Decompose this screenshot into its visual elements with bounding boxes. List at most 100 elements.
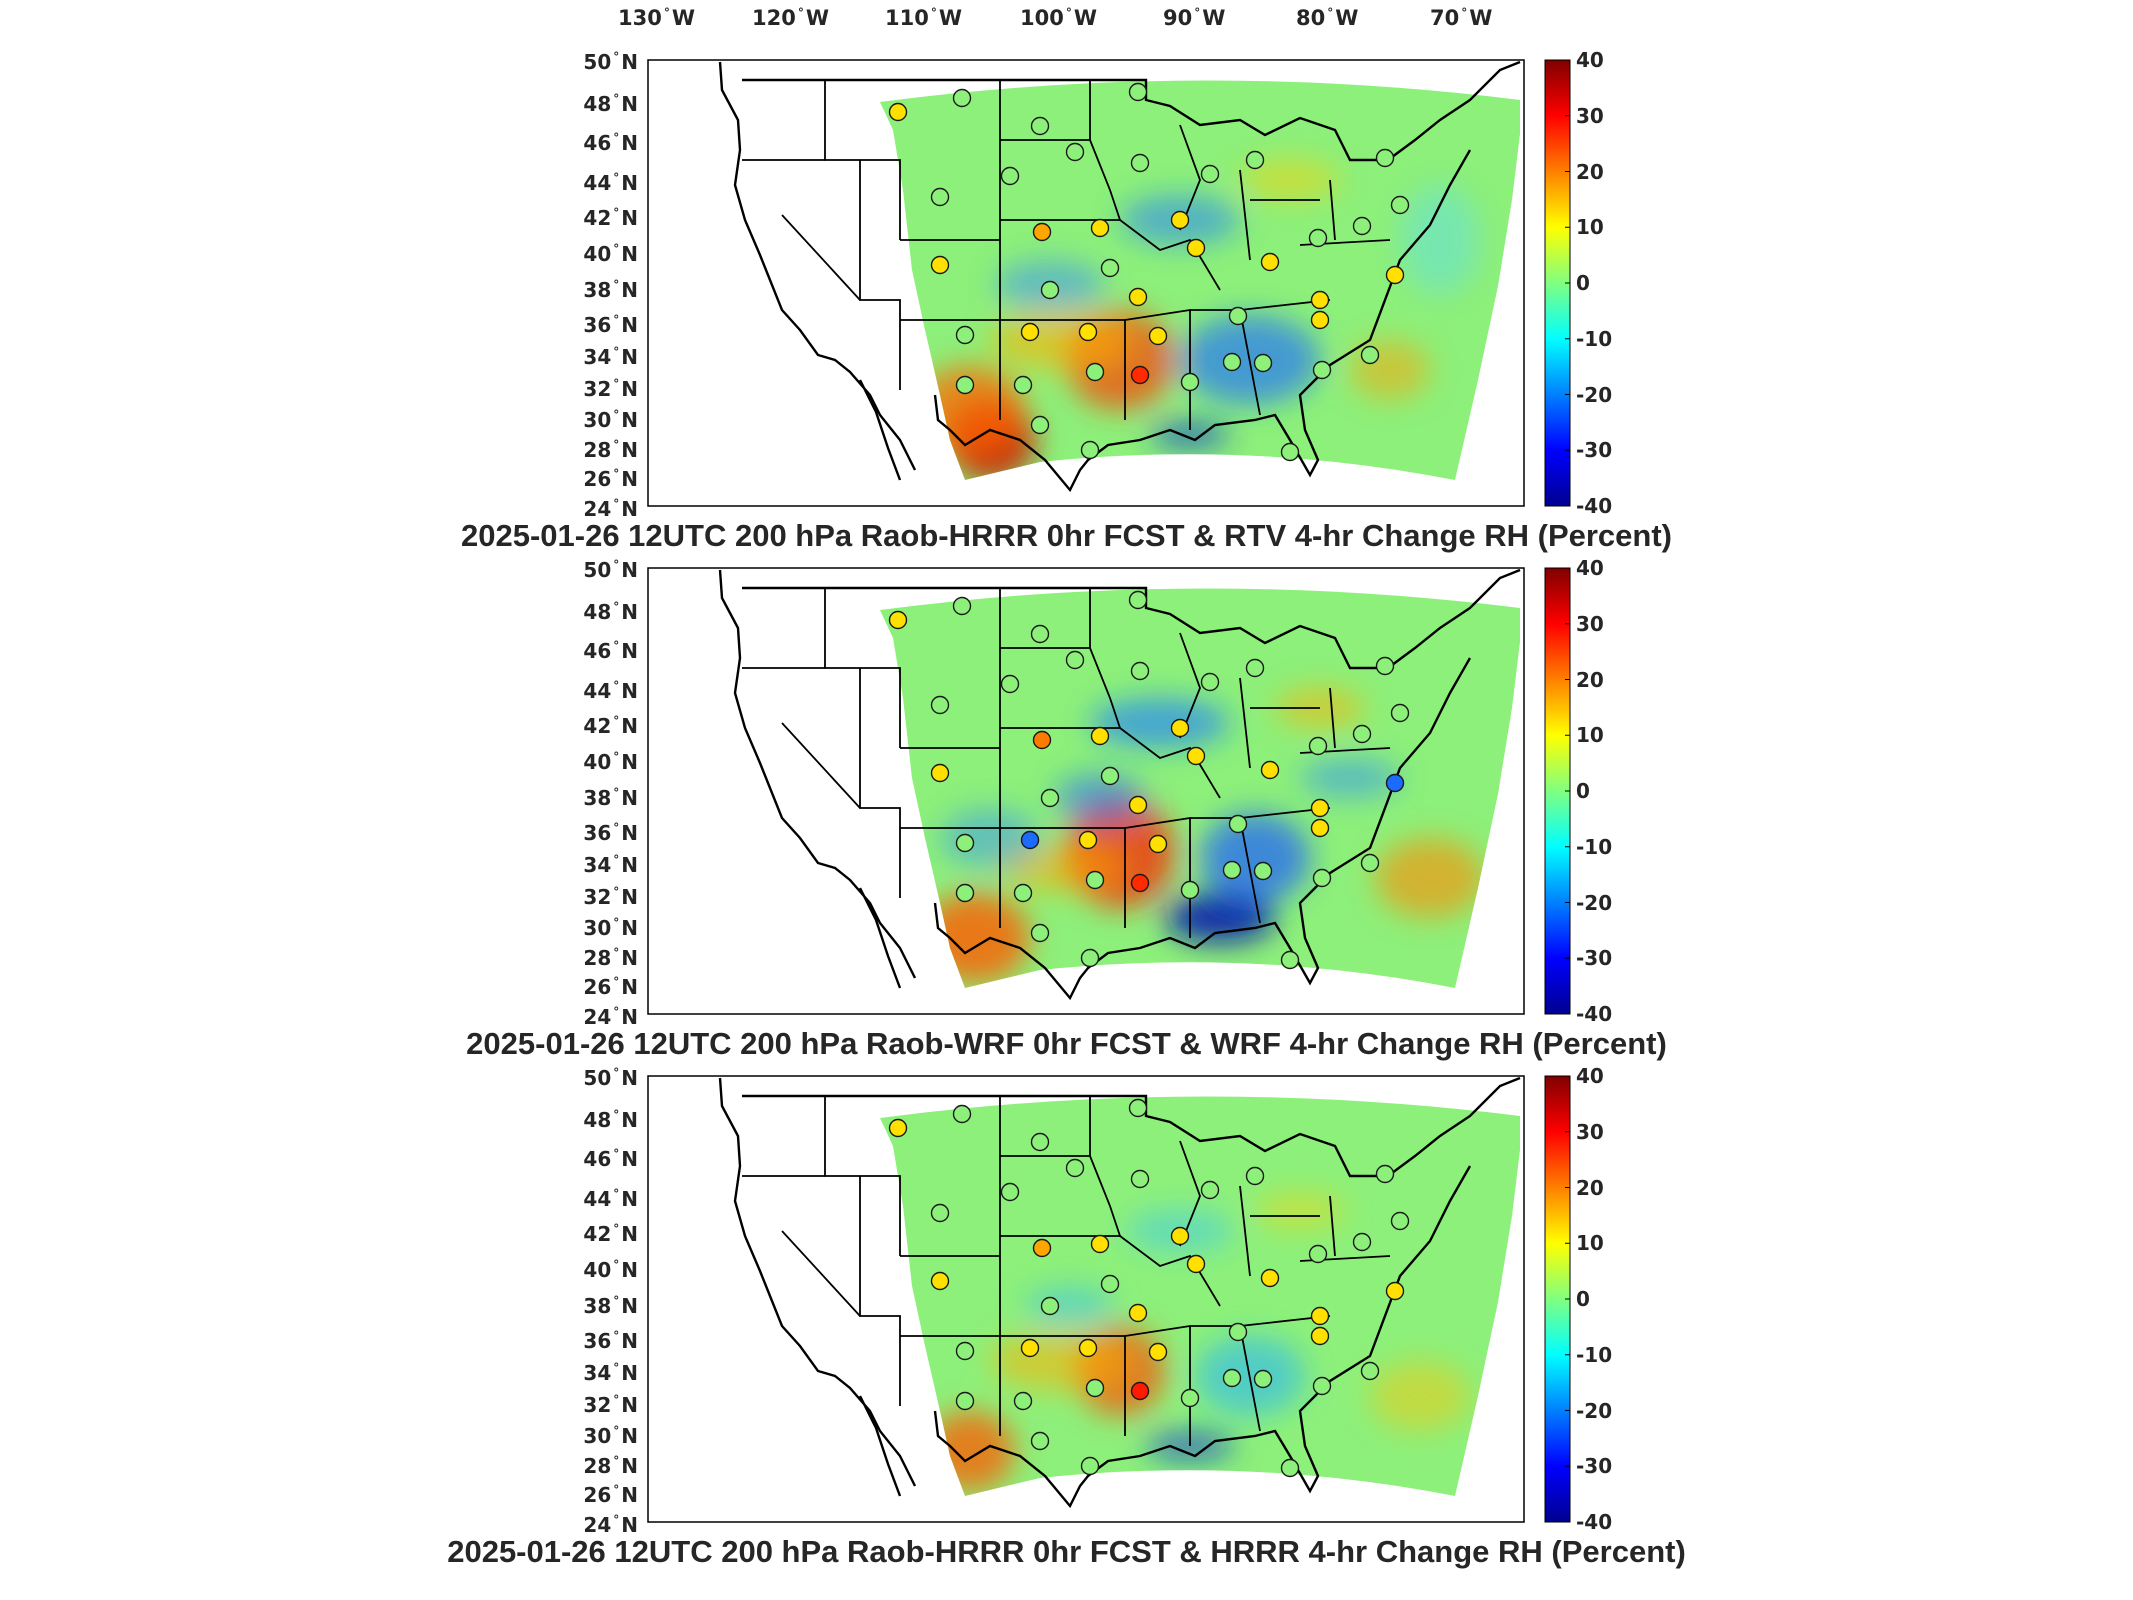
raob-station-marker — [1065, 1158, 1085, 1178]
west-coastline — [718, 569, 917, 989]
colorbar-tick-label: -40 — [1576, 1002, 1613, 1026]
lat-label: 34 ° N — [583, 1361, 638, 1385]
raob-station-marker — [1032, 222, 1052, 242]
raob-station-marker — [1080, 440, 1100, 460]
raob-station-marker — [1280, 442, 1300, 462]
raob-station-marker — [1312, 360, 1332, 380]
raob-station-marker — [1228, 814, 1248, 834]
lat-label: 42 ° N — [583, 1222, 638, 1246]
raob-station-marker — [955, 375, 975, 395]
anomaly-region — [1090, 698, 1230, 748]
state-border — [781, 214, 861, 301]
raob-station-marker — [1080, 1456, 1100, 1476]
raob-station-marker — [1260, 760, 1280, 780]
anomaly-region — [940, 808, 1040, 868]
state-border — [1119, 219, 1221, 291]
raob-station-marker — [1030, 415, 1050, 435]
raob-station-marker — [1310, 1326, 1330, 1346]
colorbar-tick-label: 20 — [1576, 1175, 1604, 1200]
colorbar-tick-label: -20 — [1576, 890, 1613, 915]
state-border — [781, 1230, 861, 1317]
lat-label: 42 ° N — [583, 714, 638, 738]
raob-station-marker — [1200, 1180, 1220, 1200]
raob-station-marker — [1222, 352, 1242, 372]
raob-station-marker — [1148, 326, 1168, 346]
raob-station-marker — [1078, 322, 1098, 342]
colorbar-tick-label: -40 — [1576, 494, 1613, 518]
raob-station-marker — [1130, 153, 1150, 173]
anomaly-region — [990, 1331, 1130, 1391]
raob-station-marker — [930, 187, 950, 207]
raob-station-marker — [1390, 1211, 1410, 1231]
raob-station-marker — [1085, 362, 1105, 382]
raob-station-marker — [1375, 1164, 1395, 1184]
lon-label: 90 °W — [1163, 6, 1226, 30]
raob-station-marker — [1040, 1296, 1060, 1316]
raob-station-marker — [1200, 164, 1220, 184]
state-border — [1179, 124, 1201, 231]
lon-label: 100 °W — [1020, 6, 1098, 30]
raob-station-marker — [1090, 218, 1110, 238]
raob-station-marker — [1390, 195, 1410, 215]
state-border — [1239, 1185, 1251, 1277]
raob-station-marker — [888, 102, 908, 122]
raob-station-marker — [1090, 726, 1110, 746]
colorbar-tick-label: 40 — [1576, 556, 1604, 580]
raob-station-marker — [1030, 624, 1050, 644]
lat-label: 24 ° N — [583, 497, 638, 521]
raob-station-marker — [952, 596, 972, 616]
raob-station-marker — [1000, 1182, 1020, 1202]
lat-label: 32 ° N — [583, 377, 638, 401]
raob-station-marker — [1130, 1381, 1150, 1401]
lat-label: 46 ° N — [583, 131, 638, 155]
raob-station-marker — [1308, 736, 1328, 756]
raob-station-marker — [1065, 142, 1085, 162]
raob-station-marker — [1148, 834, 1168, 854]
lat-label: 50 ° N — [583, 558, 638, 582]
country-outline — [742, 1076, 1521, 1509]
raob-station-marker — [1375, 656, 1395, 676]
west-coastline — [718, 61, 917, 481]
raob-station-marker — [1130, 1169, 1150, 1189]
raob-station-marker — [1013, 375, 1033, 395]
state-border — [1329, 1195, 1336, 1257]
raob-station-marker — [1013, 883, 1033, 903]
raob-station-marker — [1100, 1274, 1120, 1294]
state-border — [859, 160, 901, 390]
lat-label: 24 ° N — [583, 1513, 638, 1537]
raob-station-marker — [1078, 830, 1098, 850]
lat-label: 40 ° N — [583, 1258, 638, 1282]
raob-station-marker — [1100, 258, 1120, 278]
raob-station-marker — [1310, 798, 1330, 818]
raob-station-marker — [1375, 148, 1395, 168]
raob-station-marker — [1352, 724, 1372, 744]
lat-label: 48 ° N — [583, 92, 638, 116]
raob-station-marker — [1260, 1268, 1280, 1288]
raob-station-marker — [1385, 773, 1405, 793]
raob-station-marker — [1180, 880, 1200, 900]
raob-station-marker — [1352, 1232, 1372, 1252]
raob-station-marker — [1128, 590, 1148, 610]
state-border — [1239, 1325, 1261, 1432]
colorbar-tick-label: -30 — [1576, 946, 1613, 971]
state-border — [1124, 1315, 1331, 1337]
raob-station-marker — [930, 1203, 950, 1223]
anomaly-region — [1165, 893, 1275, 943]
raob-station-marker — [1310, 1306, 1330, 1326]
anomaly-region — [1400, 185, 1480, 295]
lat-label: 50 ° N — [583, 1066, 638, 1090]
colorbar-tick-label: 40 — [1576, 48, 1604, 72]
raob-station-marker — [1186, 238, 1206, 258]
raob-station-marker — [1128, 1098, 1148, 1118]
lon-label: 130 °W — [618, 6, 696, 30]
state-border — [824, 1096, 901, 1256]
raob-station-marker — [1128, 82, 1148, 102]
raob-station-marker — [1260, 252, 1280, 272]
raob-station-marker — [1128, 1303, 1148, 1323]
lat-label: 26 ° N — [583, 1483, 638, 1507]
raob-station-marker — [1310, 818, 1330, 838]
lat-label: 44 ° N — [583, 171, 638, 195]
state-border — [1239, 677, 1251, 769]
raob-station-marker — [1013, 1391, 1033, 1411]
colorbar-tick-label: -20 — [1576, 382, 1613, 407]
